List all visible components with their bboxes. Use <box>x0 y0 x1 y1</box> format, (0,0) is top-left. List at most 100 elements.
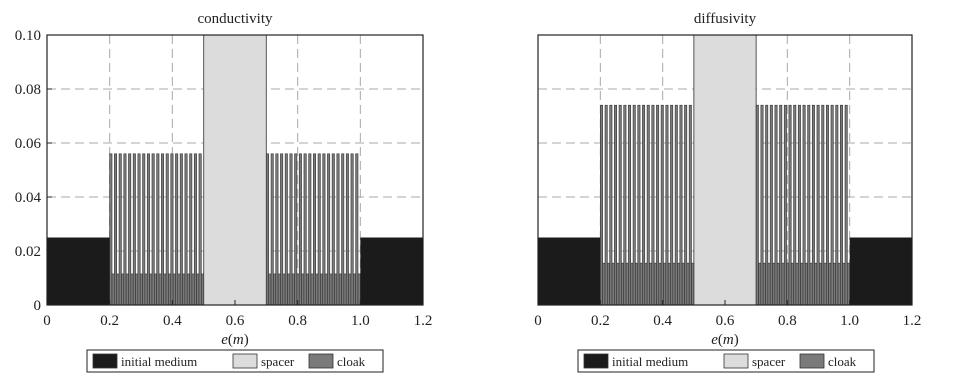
cloak-layer-bar <box>177 273 181 306</box>
cloak-layer-bar <box>189 153 193 306</box>
cloak-layer-bar <box>781 262 785 306</box>
cloak-layer-bar <box>786 262 790 306</box>
cloak-layer-bar <box>783 104 787 306</box>
legend-label: cloak <box>337 354 366 369</box>
cloak-layer-bar <box>830 104 834 306</box>
cloak-layer-bar <box>630 262 634 306</box>
cloak-layer-bar <box>118 153 122 306</box>
cloak-layer-bar <box>816 104 820 306</box>
cloak-layer-bar <box>755 104 759 306</box>
cloak-layer-bar <box>821 104 825 306</box>
cloak-layer-bar <box>609 104 613 306</box>
initial-medium-bar <box>47 237 110 305</box>
x-axis-label-var: e <box>711 332 718 348</box>
cloak-layer-bar <box>818 262 822 306</box>
cloak-layer-bar <box>282 273 286 306</box>
x-tick-label: 1.0 <box>351 313 370 329</box>
cloak-layer-bar <box>324 273 328 306</box>
cloak-layer-bar <box>611 262 615 306</box>
cloak-layer-bar <box>684 104 688 306</box>
cloak-layer-bar <box>137 153 141 306</box>
cloak-layer-bar <box>109 153 113 306</box>
x-tick-label: 0.4 <box>163 313 182 329</box>
cloak-layer-bar <box>142 153 146 306</box>
cloak-layer-bar <box>149 273 153 306</box>
cloak-layer-bar <box>151 153 155 306</box>
cloak-layer-bar <box>814 262 818 306</box>
cloak-layer-bar <box>607 262 610 306</box>
cloak-layer-bar <box>621 262 625 306</box>
cloak-layer-bar <box>670 104 674 306</box>
cloak-layer-bar <box>604 104 608 306</box>
cloak-layer-bar <box>632 104 636 306</box>
x-tick-label: 0.8 <box>778 313 797 329</box>
initial-medium-bar <box>360 237 423 305</box>
cloak-layer-bar <box>280 153 284 306</box>
cloak-layer-bar <box>196 273 200 306</box>
cloak-layer-bar <box>182 273 186 306</box>
cloak-layer-bar <box>303 153 307 306</box>
cloak-layer-bar <box>842 262 846 306</box>
cloak-layer-bar <box>828 262 832 306</box>
cloak-layer-bar <box>193 153 197 306</box>
cloak-layer-bar <box>116 273 120 306</box>
cloak-layer-bar <box>825 104 829 306</box>
cloak-layer-bar <box>663 262 667 306</box>
cloak-layer-bar <box>679 104 683 306</box>
cloak-layer-bar <box>301 273 305 306</box>
cloak-layer-bar <box>614 104 617 306</box>
cloak-layer-bar <box>320 273 324 306</box>
cloak-layer-bar <box>170 153 174 306</box>
cloak-layer-bar <box>793 104 797 306</box>
x-tick-label: 0.6 <box>716 313 735 329</box>
cloak-layer-bar <box>691 262 695 306</box>
cloak-layer-bar <box>341 153 345 306</box>
cloak-layer-bar <box>132 153 136 306</box>
cloak-layer-bar <box>168 273 172 306</box>
cloak-layer-bar <box>327 153 331 306</box>
cloak-layer-bar <box>355 153 359 306</box>
cloak-layer-bar <box>686 262 690 306</box>
cloak-layer-bar <box>772 262 776 306</box>
cloak-layer-bar <box>172 273 176 306</box>
cloak-layer-bar <box>125 273 129 306</box>
x-tick-label: 0.4 <box>653 313 672 329</box>
cloak-layer-bar <box>667 262 671 306</box>
cloak-layer-bar <box>807 104 811 306</box>
cloak-layer-bar <box>769 104 773 306</box>
cloak-layer-bar <box>121 273 125 306</box>
cloak-layer-bar <box>811 104 815 306</box>
cloak-layer-bar <box>677 262 681 306</box>
cloak-layer-bar <box>776 262 780 306</box>
cloak-layer-bar <box>135 273 139 306</box>
cloak-layer-bar <box>833 262 836 306</box>
cloak-layer-bar <box>809 262 813 306</box>
cloak-layer-bar <box>277 273 281 306</box>
x-tick-label: 0.2 <box>591 313 610 329</box>
cloak-layer-bar <box>616 262 620 306</box>
cloak-layer-bar <box>635 262 639 306</box>
cloak-layer-bar <box>123 153 127 306</box>
x-tick-label: 0 <box>43 313 51 329</box>
cloak-layer-bar <box>656 104 660 306</box>
cloak-layer-bar <box>163 273 167 306</box>
legend-swatch <box>723 353 749 369</box>
legend-label: initial medium <box>121 354 197 369</box>
y-tick-label: 0.10 <box>15 28 41 44</box>
x-tick-label: 0.6 <box>226 313 245 329</box>
cloak-layer-bar <box>294 153 298 306</box>
legend-swatch <box>308 353 334 369</box>
x-tick-label: 1.0 <box>840 313 859 329</box>
x-tick-label: 1.2 <box>414 313 433 329</box>
cloak-layer-bar <box>688 104 692 306</box>
cloak-layer-bar <box>779 104 783 306</box>
cloak-layer-bar <box>298 153 302 306</box>
cloak-layer-bar <box>835 104 839 306</box>
legend-swatch <box>583 353 609 369</box>
legend-label: initial medium <box>612 354 688 369</box>
cloak-layer-bar <box>795 262 799 306</box>
cloak-layer-bar <box>273 273 277 306</box>
cloak-layer-bar <box>840 104 843 306</box>
legend-swatch <box>232 353 258 369</box>
